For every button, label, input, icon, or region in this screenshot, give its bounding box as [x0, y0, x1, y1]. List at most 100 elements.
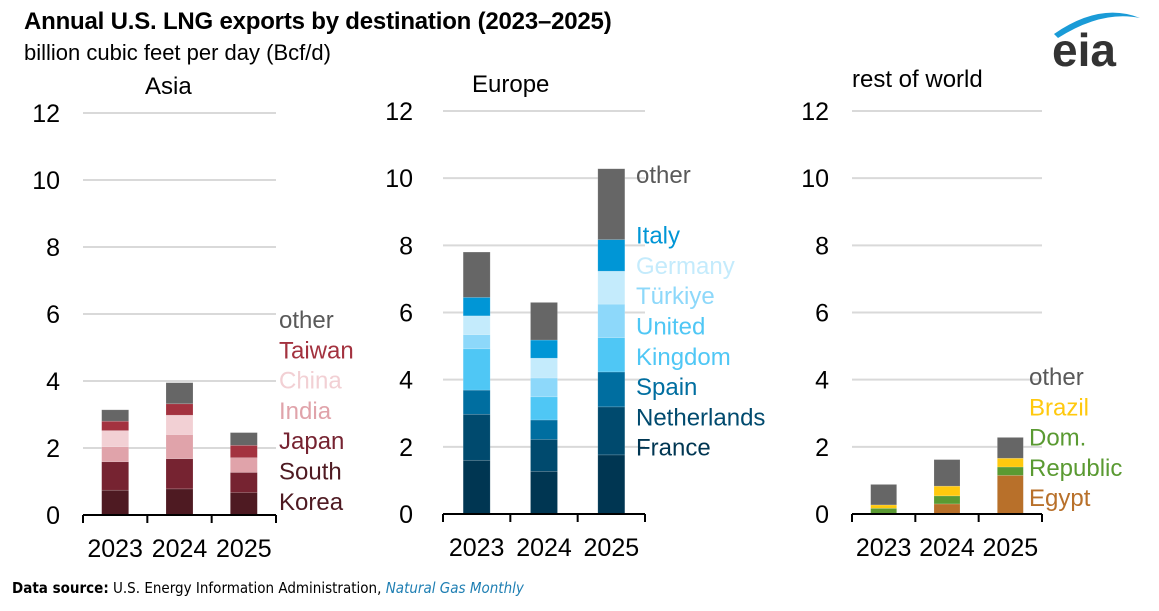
- bar-segment-india-2025: [230, 457, 258, 473]
- bar-segment-other-2024: [165, 382, 194, 405]
- y-tick-label: 0: [815, 501, 829, 529]
- bar-segment-taiwan-2025: [230, 445, 258, 459]
- bar-segment-taiwan-2023: [101, 420, 129, 431]
- y-tick-label: 2: [399, 434, 413, 462]
- bar-segment-other-2024: [933, 459, 961, 487]
- y-tick-label: 2: [815, 434, 829, 462]
- chart-subtitle: billion cubic feet per day (Bcf/d): [24, 40, 331, 65]
- bar-segment-france-2023: [462, 459, 491, 515]
- bar-segment-taiwan-2024: [165, 403, 194, 416]
- x-tick-label: 2024: [516, 534, 572, 562]
- legend-label-other: other: [636, 162, 691, 189]
- y-tick-label: 10: [32, 167, 60, 195]
- bar-segment-netherlands-2024: [530, 439, 558, 472]
- y-tick-label: 8: [399, 232, 413, 260]
- legend-label-united-kingdom: Kingdom: [636, 344, 731, 371]
- bar-segment-t-rkiye-2025: [597, 303, 626, 338]
- panel-asia: Asia 0 2 4 6 8 10 12 2023 2024 2025 other Taiwan Chin…: [32, 73, 354, 563]
- bar-segment-other-2023: [101, 409, 129, 422]
- legend-label-taiwan: Taiwan: [279, 337, 354, 364]
- legend-label-japan: Japan: [279, 428, 344, 455]
- y-tick-label: 8: [46, 234, 60, 262]
- legend-label-egypt: Egypt: [1029, 485, 1091, 512]
- bar-segment-india-2024: [165, 434, 194, 460]
- bar-segment-japan-2025: [230, 472, 258, 493]
- bar-segment-other-2025: [597, 168, 626, 240]
- legend-label-other: other: [279, 307, 334, 334]
- legend-label-south-korea: Korea: [279, 489, 344, 516]
- legend-label-germany: Germany: [636, 253, 735, 280]
- y-tick-label: 4: [399, 367, 413, 395]
- legend-label-india: India: [279, 398, 332, 425]
- panel-title: rest of world: [852, 66, 983, 93]
- bar-segment-other-2025: [997, 437, 1024, 459]
- y-tick-label: 4: [46, 368, 60, 396]
- bar-segment-brazil-2023: [870, 504, 897, 509]
- publication-link[interactable]: Natural Gas Monthly: [385, 579, 524, 597]
- bar-segment-france-2025: [597, 454, 626, 515]
- bar-segment-spain-2023: [462, 389, 491, 415]
- y-tick-label: 0: [399, 501, 413, 529]
- legend-label-france: France: [636, 435, 711, 462]
- bar-segment-japan-2023: [101, 461, 129, 491]
- bar-segment-china-2023: [101, 430, 129, 447]
- legend-label-other: other: [1029, 364, 1084, 391]
- panel-rest-of-world: rest of world 0 2 4 6 8 10 12 2023 2024 2025 other B…: [801, 66, 1122, 562]
- panel-title: Asia: [145, 73, 192, 100]
- y-tick-label: 12: [32, 100, 60, 128]
- y-tick-label: 6: [815, 300, 829, 328]
- logo-arc-icon: [1054, 12, 1140, 38]
- bar-segment-brazil-2024: [933, 485, 961, 497]
- bar-segment-other-2024: [530, 302, 558, 341]
- panel-europe: Europe 0 2 4 6 8 10 12 2023 2024 2025 other Italy Ger…: [385, 71, 765, 562]
- bar-segment-japan-2024: [165, 458, 194, 490]
- legend-label-netherlands: Netherlands: [636, 404, 765, 431]
- x-tick-label: 2025: [983, 534, 1039, 562]
- bar-segment-south-korea-2024: [165, 488, 194, 516]
- bar-segment-germany-2023: [462, 315, 491, 335]
- legend-label-china: China: [279, 368, 342, 395]
- bar-segment-egypt-2025: [997, 475, 1024, 515]
- eia-logo: eia: [1052, 12, 1140, 74]
- bar-segment-spain-2024: [530, 419, 558, 440]
- bar-segment-netherlands-2023: [462, 413, 491, 461]
- y-tick-label: 4: [815, 367, 829, 395]
- bar-segment-netherlands-2025: [597, 406, 626, 456]
- bar-segment-united-kingdom-2025: [597, 337, 626, 373]
- bar-segment-france-2024: [530, 471, 558, 515]
- y-tick-label: 2: [46, 435, 60, 463]
- x-tick-label: 2023: [856, 534, 912, 562]
- legend-label-italy: Italy: [636, 223, 680, 250]
- logo-text: eia: [1052, 24, 1116, 74]
- bar-segment-south-korea-2025: [230, 492, 258, 516]
- bar-segment-india-2023: [101, 446, 129, 463]
- source-text: U.S. Energy Information Administration,: [108, 579, 386, 597]
- bar-segment-other-2025: [230, 432, 258, 446]
- x-tick-label: 2025: [216, 535, 272, 563]
- bar-segment-other-2023: [462, 251, 491, 298]
- y-tick-label: 8: [815, 232, 829, 260]
- y-tick-label: 6: [46, 301, 60, 329]
- bar-segment-united-kingdom-2024: [530, 396, 558, 421]
- bar-segment-dom-republic-2025: [997, 466, 1024, 476]
- bar-segment-italy-2023: [462, 297, 491, 317]
- bar-segment-other-2023: [870, 484, 897, 506]
- bar-segment-dom-republic-2024: [933, 495, 961, 505]
- x-tick-label: 2023: [449, 534, 505, 562]
- y-tick-label: 12: [801, 98, 829, 126]
- legend-label-t-rkiye: Türkiye: [636, 283, 715, 310]
- bar-segment-germany-2025: [597, 270, 626, 305]
- bar-segment-t-rkiye-2024: [530, 377, 558, 398]
- y-tick-label: 0: [46, 502, 60, 530]
- x-tick-label: 2025: [584, 534, 640, 562]
- bar-segment-brazil-2025: [997, 457, 1024, 468]
- bar-segment-italy-2025: [597, 239, 626, 272]
- legend-label-south-korea: South: [279, 459, 342, 486]
- legend-label-dom-republic: Republic: [1029, 455, 1122, 482]
- bar-segment-italy-2024: [530, 339, 558, 359]
- panel-title: Europe: [472, 71, 549, 98]
- bar-segment-united-kingdom-2023: [462, 348, 491, 391]
- data-source: Data source: U.S. Energy Information Adm…: [12, 579, 524, 597]
- bar-segment-t-rkiye-2023: [462, 334, 491, 350]
